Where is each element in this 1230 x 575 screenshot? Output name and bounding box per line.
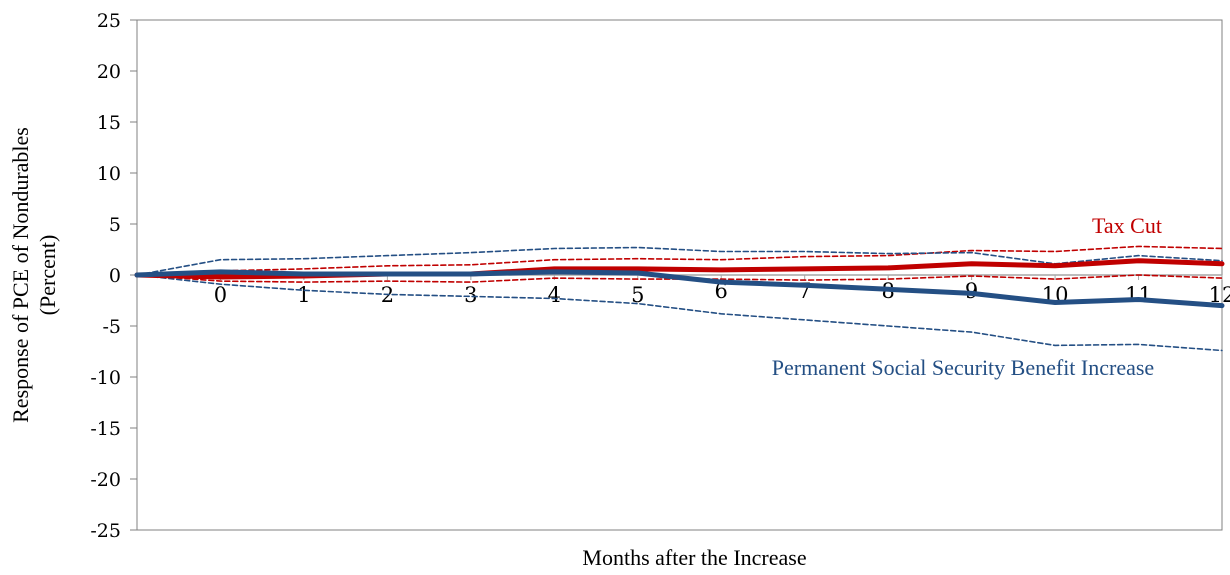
social-security-label: Permanent Social Security Benefit Increa…: [772, 355, 1154, 380]
social-security-confidence-band-line: [136, 246, 1223, 276]
tax-cut-confidence-band-line: [136, 274, 1223, 283]
x-tick-label: 12: [1209, 283, 1230, 307]
y-tick-label: -20: [90, 469, 121, 491]
y-axis-title-line-2: (Percent): [35, 235, 60, 316]
y-tick-label: -15: [90, 418, 121, 440]
x-tick-label: 5: [631, 283, 644, 307]
x-tick-label: 11: [1125, 283, 1152, 307]
y-tick-label: -5: [102, 316, 121, 338]
social-security-line: [134, 269, 1225, 309]
tax-cut-label: Tax Cut: [1092, 213, 1162, 238]
y-tick-label: 5: [109, 214, 121, 236]
y-axis-title-line-1: Response of PCE of Nondurables: [8, 127, 33, 423]
y-tick-label: 20: [97, 61, 121, 83]
y-tick-label: -10: [90, 367, 121, 389]
y-tick-label: 25: [97, 10, 121, 32]
x-tick-label: 6: [715, 279, 728, 303]
y-tick-label: 15: [97, 112, 121, 134]
series-layer: [134, 245, 1225, 352]
x-axis-title: Months after the Increase: [582, 545, 806, 570]
y-tick-label: 10: [97, 163, 121, 185]
x-tick-label: 4: [548, 283, 561, 307]
y-tick-label: 0: [109, 265, 121, 287]
y-tick-label: -25: [90, 520, 121, 542]
x-tick-label: 1: [297, 283, 310, 307]
x-tick-label: 0: [214, 283, 227, 307]
tax-cut-confidence-band-line: [136, 245, 1223, 276]
x-tick-label: 3: [464, 283, 477, 307]
x-axis: 0 1 2 3 4 5 6 7 8 9 10 11 12: [214, 275, 1230, 307]
y-axis: -25 -20 -15 -10 -5 0 5 10 15 20 25: [90, 10, 137, 542]
social-security-confidence-band-line: [136, 274, 1223, 352]
